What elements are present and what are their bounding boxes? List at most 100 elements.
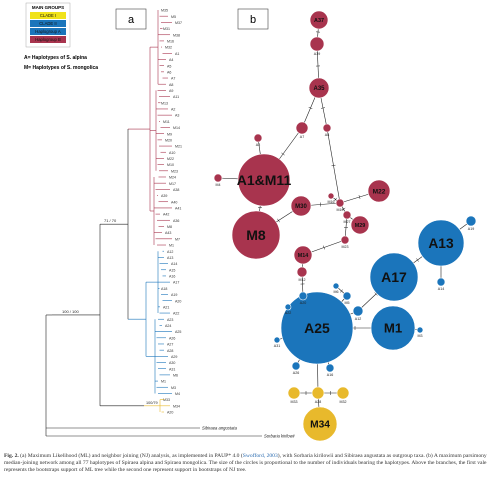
- mutation-tick: [341, 207, 346, 211]
- haplotype-node: [213, 173, 223, 183]
- tree-tip-label: A40: [171, 200, 177, 204]
- tree-tip-label: A1: [175, 52, 179, 56]
- tree-tip-label: A28: [167, 349, 173, 353]
- tree-tip-label: M33: [163, 398, 170, 402]
- haplotype-node-label: M14: [298, 253, 309, 259]
- tree-tip-label: A17: [173, 281, 179, 285]
- panel-a-label: a: [128, 14, 135, 26]
- mutation-tick: [323, 245, 325, 250]
- panel-b-label: b: [250, 14, 256, 26]
- haplotype-node-label: A37: [314, 18, 324, 24]
- tree-tip-label: A18: [161, 287, 167, 291]
- haplotype-node: [287, 386, 301, 400]
- tree-tip-label: A6: [167, 70, 171, 74]
- tree-tip-label: M21: [175, 145, 182, 149]
- tree-tip-label: M22: [167, 157, 174, 161]
- legend-item-label: CLADE I: [40, 13, 56, 18]
- tree-tip-label: M23: [171, 169, 178, 173]
- haplotype-node: [322, 123, 332, 133]
- haplotype-node-label: A17: [381, 269, 407, 285]
- haplotype-node: [298, 291, 308, 301]
- tree-tip-label: A12: [167, 250, 173, 254]
- legend-item-label: Haplogroup B: [35, 37, 61, 42]
- tree-tip-label: A42: [163, 213, 169, 217]
- haplotype-node: [436, 277, 446, 287]
- mutation-tick: [331, 164, 336, 167]
- haplotype-node-label: M27: [344, 220, 351, 224]
- haplotype-node-label: A25: [304, 320, 330, 336]
- tree-tip-label: A27: [167, 343, 173, 347]
- tree-tip-label: M35: [161, 9, 168, 13]
- haplotype-node-label: M3: [418, 334, 423, 338]
- tree-tip-label: A29: [171, 355, 177, 359]
- tree-tip-label: A25: [175, 330, 181, 334]
- tree-tip-label: A20: [167, 411, 173, 415]
- tree-tip-label: A22: [173, 312, 179, 316]
- tree-tip-label: M13: [161, 101, 168, 105]
- tree-tip-label: M10: [167, 163, 174, 167]
- tree-tip-label: A10: [169, 151, 175, 155]
- tree-tip-label: A8: [169, 83, 173, 87]
- panel-b-box: [237, 8, 269, 30]
- haplotype-node: [231, 210, 281, 260]
- haplotype-node: [293, 245, 313, 265]
- mutation-tick: [281, 152, 285, 156]
- tree-tip-label: M11: [163, 120, 170, 124]
- haplotype-node-label: M4: [216, 183, 221, 187]
- haplotype-node-label: M23: [342, 245, 349, 249]
- haplotype-node-label: A39: [314, 52, 320, 56]
- haplotype-node: [296, 266, 308, 278]
- haplotype-node: [342, 210, 352, 220]
- mutation-tick: [416, 258, 419, 262]
- haplotype-node: [417, 219, 465, 267]
- tree-tip-label: M34: [173, 404, 180, 408]
- tree-tip-label: A7: [171, 77, 175, 81]
- legend-swatch: [30, 36, 66, 43]
- support-label: 100/79: [146, 401, 158, 405]
- tree-tip-label: A36: [173, 219, 179, 223]
- haplotype-node-label: M16: [328, 200, 335, 204]
- tree-tip-label: M20: [165, 138, 172, 142]
- tree-tip-label: A19: [171, 293, 177, 297]
- legend-item-label: CLADE II: [39, 21, 56, 26]
- haplotype-node: [302, 406, 338, 442]
- tree-tip-label: A23: [167, 318, 173, 322]
- tree-tip-label: A26: [169, 336, 175, 340]
- haplotype-node: [308, 77, 330, 99]
- caption-reference-link[interactable]: Swofford, 2003: [242, 453, 278, 459]
- tree-tip-label: M1: [161, 380, 166, 384]
- tree-tip-label: M38: [173, 33, 180, 37]
- haplotype-node-label: A8: [325, 133, 329, 137]
- legend: MAIN GROUPS CLADE I CLADE II Haplogroup A H…: [24, 2, 98, 71]
- haplotype-node-label: A12: [355, 317, 361, 321]
- haplotype-node: [290, 195, 312, 217]
- mutation-tick: [257, 206, 263, 209]
- panel-a-box: [115, 8, 147, 30]
- tree-tip-label: M16: [167, 40, 174, 44]
- tree-tip-label: A43: [165, 231, 171, 235]
- tree-tip-label: A5: [167, 64, 171, 68]
- mutation-tick: [308, 106, 313, 110]
- haplotype-node: [273, 336, 281, 344]
- caption-text-1: (a) Maximum Likelihood (ML) and neighbor…: [18, 453, 243, 459]
- tree-tip-label: A2: [171, 108, 175, 112]
- haplotype-node: [311, 386, 325, 400]
- haplotype-node-label: A16: [327, 373, 333, 377]
- tree-tip-label: A41: [175, 207, 181, 211]
- haplotype-node: [367, 179, 391, 203]
- tree-tip-label: M3: [171, 386, 176, 390]
- tree-tip-label: M8: [167, 225, 172, 229]
- tree-tip-label: M24: [169, 176, 176, 180]
- tree-tip-label: A24: [165, 324, 171, 328]
- mutation-tick: [374, 292, 378, 296]
- mutation-tick: [339, 289, 344, 293]
- haplotype-node: [253, 133, 263, 143]
- haplotype-node-label: M5: [345, 301, 350, 305]
- haplotype-node-label: M8: [246, 227, 266, 243]
- tree-tip-label: A21: [163, 305, 169, 309]
- tree-tip-label: A9: [169, 89, 173, 93]
- outgroup-label: Sorbaria kirilowii: [264, 434, 296, 439]
- mutation-tick: [358, 195, 361, 199]
- support-label: 71 / 70: [104, 218, 117, 223]
- haplotype-node: [237, 153, 291, 207]
